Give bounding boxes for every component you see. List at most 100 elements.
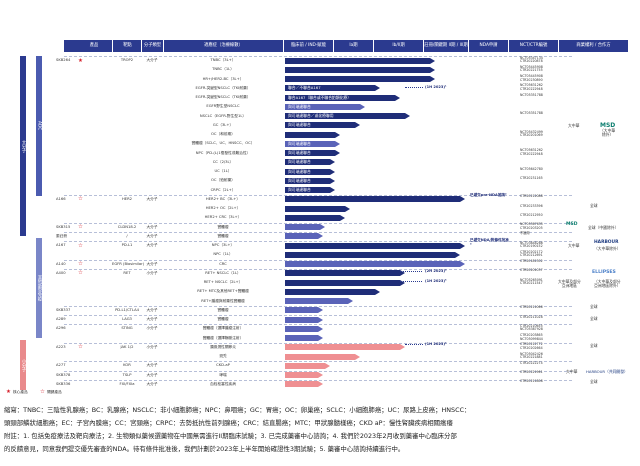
key-product-star-icon: ☆ <box>78 270 83 277</box>
header-nct: NCT/CTR編號 <box>508 40 558 52</box>
msd-logo-2: MSD <box>566 222 578 227</box>
callout-c: 已遞交NDA/附條件批准³ <box>470 238 509 247</box>
indication-label: CRPC（2L+） <box>210 187 236 192</box>
product-name: SKB264 <box>56 58 71 62</box>
partner-harbour2: HARBOUR（共同開發） <box>586 369 628 374</box>
nct-number: CTR20211028 <box>520 314 543 319</box>
key-product-star-icon: ☆ <box>78 196 83 203</box>
modality-label: 大分子 <box>146 224 158 229</box>
bar-label: 與可瑞達聯合 <box>288 159 311 165</box>
pipeline-progress-bar <box>285 66 435 73</box>
pipeline-progress-bar <box>285 381 323 388</box>
indication-label: OC（和前期） <box>211 132 235 136</box>
footnote-line-1: 縮寫：TNBC：三陰性乳腺癌；BC：乳腺癌；NSCLC：非小細胞肺癌；NPC：鼻… <box>4 406 471 414</box>
indication-label: 血栓栓塞性疾病 <box>210 381 236 386</box>
partner-msd-note: （大中華 除外） <box>600 128 616 138</box>
bar-label: 與可瑞達聯合／或化療聯用 <box>288 113 334 118</box>
partner-a400-note: （大中華及部分 亞洲地區除外） <box>594 279 621 289</box>
pipeline-progress-bar <box>285 270 405 277</box>
header-product: 產品 <box>64 40 124 52</box>
callout-e: (1H 2023)⁵ <box>425 279 447 283</box>
nct-number: 不適用 <box>520 231 530 236</box>
callout-a-line <box>405 87 423 88</box>
nct-number: CTR20211066 <box>520 305 543 310</box>
row-separator <box>64 241 572 242</box>
group-adc-bar: ADC <box>36 56 42 196</box>
nct-number: NCT05351788 <box>520 92 543 97</box>
indication-label: 實體瘤 <box>217 317 229 321</box>
indication-label: CKD-aP <box>216 363 230 368</box>
bar-label: 聯合／不聯合A167 <box>288 85 321 91</box>
nct-number: CTR20210655 NCT05387928 <box>520 323 543 332</box>
partner-skb378: 大中華 <box>566 369 578 374</box>
indication-label: TNBC（1L） <box>212 67 234 72</box>
target-name: JAK 1/2 <box>120 344 134 349</box>
header-rights: 商業權利 / 合作方 <box>558 40 628 52</box>
product-name: 委註冊 <box>56 233 68 238</box>
bar-label: 與可瑞達聯合 <box>288 168 311 174</box>
group-small-label: 小分子 <box>21 358 26 372</box>
group-immuno-label: 其他新型免疫 <box>37 275 42 301</box>
nct-number: CTR20221961 <box>520 370 543 374</box>
indication-label: NPC（1L） <box>213 252 233 257</box>
indication-label: CC（2/3L） <box>212 159 234 164</box>
pipeline-progress-bar <box>285 57 435 64</box>
row-separator <box>64 324 572 326</box>
modality-label: 大分子 <box>146 58 158 62</box>
target-name: PD-L1/CTLA4 <box>115 307 139 312</box>
product-name: A166 <box>56 196 66 201</box>
product-name: SKB337 <box>56 307 71 312</box>
nct-number: NCT05265091 CTR20211547 <box>520 277 543 286</box>
partner-skb264: 大中華 <box>568 123 580 128</box>
indication-label: EGFR-突變型NSCLC（TKI耐藥） <box>195 85 251 90</box>
bar-label: 與可瑞達聯合 <box>288 103 311 109</box>
pipeline-progress-bar <box>285 288 380 295</box>
ellipses-logo: ELLIPSES <box>592 270 616 275</box>
nct-number: CTR20202172 CTR20212691 <box>520 249 543 258</box>
row-separator <box>64 222 572 224</box>
product-name: A167 <box>56 243 66 247</box>
target-name: KOR <box>123 363 131 368</box>
target-name: TROP2 <box>120 58 134 62</box>
target-name: / <box>126 233 128 238</box>
indication-label: RET+ NSCLC（1L） <box>205 270 241 275</box>
pipeline-progress-bar <box>285 224 325 230</box>
modality-label: 大分子 <box>146 372 158 377</box>
nct-number: CTR20211808 <box>520 379 543 384</box>
key-product-star-icon: ☆ <box>78 261 83 267</box>
pipeline-progress-bar <box>285 325 323 332</box>
indication-label: HER2+ OC（2L+） <box>205 206 241 210</box>
row-separator <box>64 315 572 316</box>
indication-label: GC（3L+） <box>212 122 234 127</box>
pipeline-progress-bar <box>285 316 323 323</box>
indication-label: RET+ MTC及其他RET+實體瘤 <box>197 289 249 294</box>
target-name: PD-L1 <box>121 243 133 247</box>
indication-label: HR+/HER2-BC（3L+） <box>202 76 244 81</box>
indication-label: OC（鉑耐藥） <box>211 178 235 183</box>
indication-label: CRC <box>219 261 227 266</box>
nct-number: CTR20212772 CTR20202664 <box>520 342 543 350</box>
callout-d-line <box>400 271 422 272</box>
modality-label: 大分子 <box>146 363 158 368</box>
pipeline-progress-bar: 與可瑞達聯合 <box>285 103 365 110</box>
header-nda: NDA申請 <box>468 40 508 52</box>
bar-label: 與可瑞達聯合 <box>288 150 311 155</box>
product-name: SKB378 <box>56 372 71 377</box>
target-name: LAG3 <box>122 317 132 321</box>
product-name: A140 <box>56 261 66 266</box>
pipeline-progress-bar: 聯合／不聯合A167 <box>285 85 380 92</box>
partner-a223: 全球 <box>590 343 598 348</box>
product-name: SKB336 <box>56 381 71 386</box>
target-name: RET <box>123 270 131 275</box>
group-adc-label: ADC <box>36 121 42 131</box>
indication-label: NSCLC（EGFR-野生型1L） <box>199 113 247 118</box>
product-name: A277 <box>56 363 66 368</box>
pipeline-progress-bar: 與可瑞達聯合／或化療聯用 <box>285 113 410 119</box>
row-separator <box>64 231 572 233</box>
row-separator <box>64 259 572 261</box>
modality-label: 小分子 <box>146 344 158 349</box>
indication-label: 斑禿 <box>219 354 227 358</box>
bar-label: 與可瑞達聯合 <box>288 177 311 183</box>
partner-a167: 大中華 <box>568 243 580 248</box>
